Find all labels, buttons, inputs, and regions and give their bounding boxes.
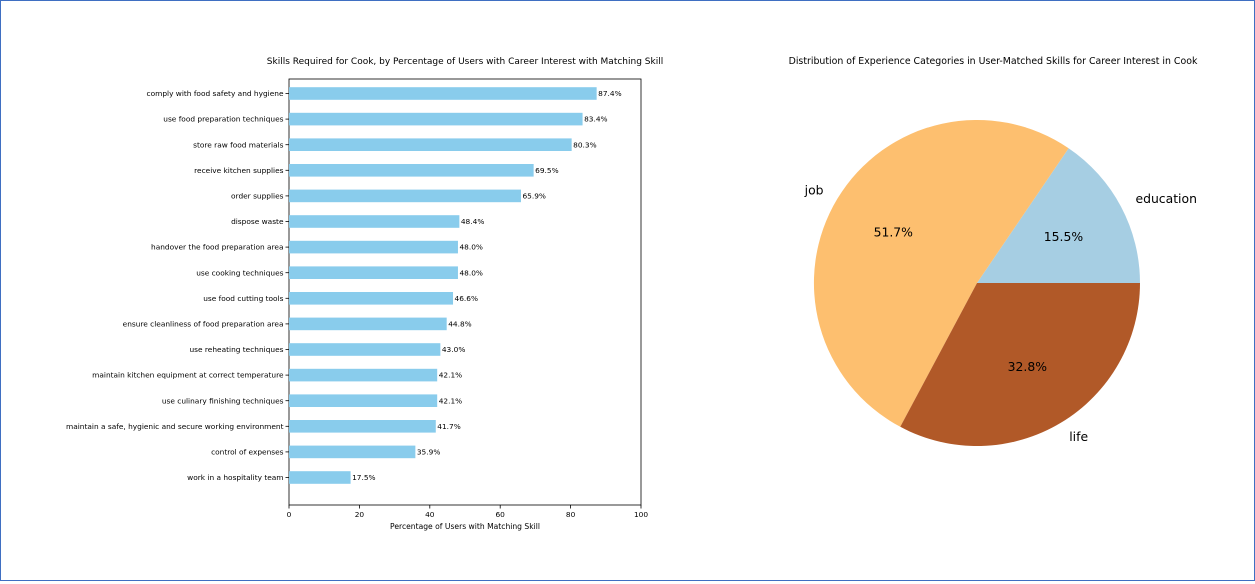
y-tick-label: use food cutting tools	[203, 294, 283, 303]
bar	[289, 368, 438, 382]
bar-value-label: 48.0%	[459, 268, 482, 277]
bar	[289, 240, 458, 254]
y-tick-label: order supplies	[231, 192, 284, 201]
x-tick-label: 60	[495, 510, 505, 519]
bar	[289, 292, 454, 305]
bar	[289, 215, 460, 228]
bar	[289, 266, 458, 279]
y-tick-label: control of expenses	[211, 448, 284, 457]
x-tick-label: 80	[566, 510, 576, 519]
bar-chart: Skills Required for Cook, by Percentage …	[66, 57, 663, 531]
y-tick-label: use cooking techniques	[196, 268, 283, 277]
bar-value-label: 46.6%	[455, 294, 478, 303]
y-tick-label: store raw food materials	[193, 140, 284, 149]
bar	[289, 138, 572, 151]
x-tick-label: 20	[355, 510, 365, 519]
bar-value-label: 48.4%	[461, 217, 484, 226]
bar-value-label: 35.9%	[417, 448, 440, 457]
pie-chart: Distribution of Experience Categories in…	[789, 56, 1198, 446]
bar-value-label: 87.4%	[598, 89, 621, 98]
y-tick-label: comply with food safety and hygiene	[147, 89, 284, 98]
y-tick-label: ensure cleanliness of food preparation a…	[123, 320, 284, 329]
y-tick-label: handover the food preparation area	[151, 243, 283, 252]
pie-slice	[813, 119, 1069, 427]
y-tick-label: use food preparation techniques	[163, 115, 283, 124]
bar-value-label: 83.4%	[584, 115, 607, 124]
bar-value-label: 80.3%	[573, 140, 596, 149]
pie-slice-label: job	[804, 182, 824, 197]
y-tick-label: maintain kitchen equipment at correct te…	[92, 371, 284, 380]
bar-value-label: 41.7%	[437, 422, 460, 431]
bar	[289, 394, 438, 407]
pie-slice	[977, 148, 1140, 283]
x-tick-label: 100	[634, 510, 648, 519]
pie-slice-label: life	[1069, 429, 1088, 444]
y-tick-label: dispose waste	[231, 217, 284, 226]
bar-value-label: 17.5%	[352, 473, 375, 482]
bar-value-label: 44.8%	[448, 320, 471, 329]
bar	[289, 189, 521, 203]
y-tick-label: maintain a safe, hygienic and secure wor…	[66, 422, 284, 431]
y-tick-label: receive kitchen supplies	[194, 166, 283, 175]
y-tick-label: use culinary finishing techniques	[162, 396, 284, 405]
bar	[289, 420, 436, 433]
pie-slice-percent: 32.8%	[1008, 359, 1048, 374]
bar	[289, 343, 441, 356]
bar	[289, 112, 583, 126]
bar	[289, 317, 447, 331]
pie-slice-label: education	[1135, 191, 1196, 206]
pie-chart-title: Distribution of Experience Categories in…	[789, 56, 1198, 67]
bar-chart-title: Skills Required for Cook, by Percentage …	[267, 57, 663, 67]
x-tick-label: 40	[425, 510, 435, 519]
bar-value-label: 43.0%	[442, 345, 465, 354]
bar-value-label: 42.1%	[439, 371, 462, 380]
bar-value-label: 69.5%	[535, 166, 558, 175]
pie-slice-percent: 15.5%	[1044, 229, 1084, 244]
bar-value-label: 48.0%	[459, 243, 482, 252]
bar-value-label: 42.1%	[439, 396, 462, 405]
bar-x-axis-label: Percentage of Users with Matching Skill	[390, 522, 540, 531]
bar	[289, 471, 351, 484]
pie-slice-percent: 51.7%	[874, 224, 914, 239]
y-tick-label: work in a hospitality team	[187, 473, 283, 482]
pie-slice	[900, 283, 1140, 446]
x-tick-label: 0	[287, 510, 292, 519]
bar	[289, 445, 416, 459]
y-tick-label: use reheating techniques	[190, 345, 284, 354]
bar	[289, 164, 534, 177]
bar-value-label: 65.9%	[522, 192, 545, 201]
bar	[289, 87, 597, 100]
